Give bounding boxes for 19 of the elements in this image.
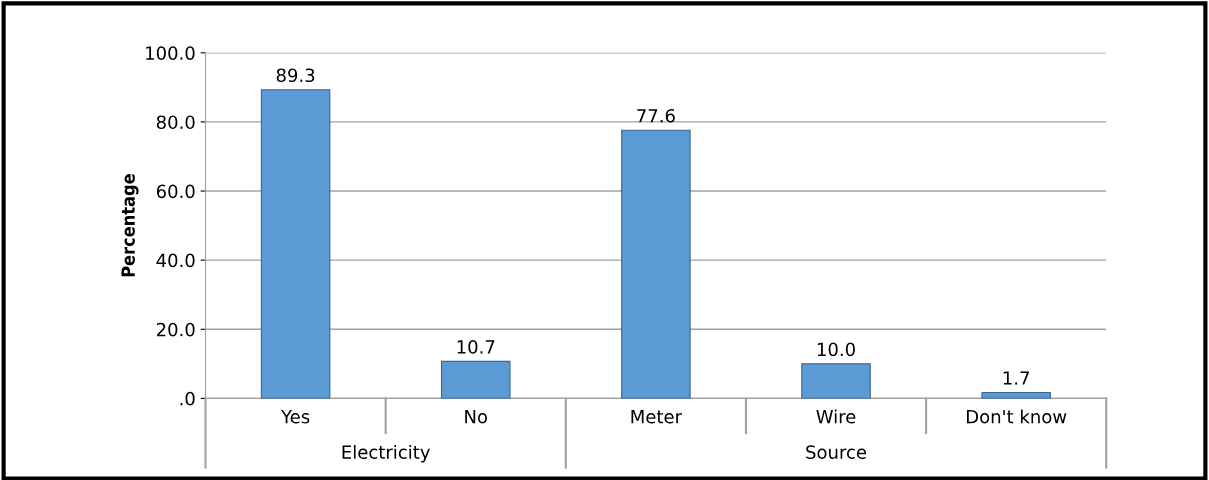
- y-tick-label: 80.0: [156, 115, 195, 130]
- data-label: 1.7: [1003, 371, 1029, 385]
- y-tick-label: 100.0: [146, 46, 195, 60]
- y-tick-label: 40.0: [156, 253, 195, 268]
- text: Electricity: [342, 444, 430, 463]
- data-label: 10.0: [817, 342, 855, 357]
- x-tick-label: Yes: [280, 410, 310, 424]
- x-tick-label: No: [465, 410, 488, 424]
- data-label: 10.7: [457, 340, 495, 354]
- y-tick-label: .0: [180, 391, 195, 406]
- y-tick-label: 20.0: [156, 322, 195, 337]
- y-axis-title: Percentage: [121, 174, 139, 277]
- x-tick-label: Wire: [816, 409, 856, 424]
- data-label: 77.6: [637, 108, 675, 123]
- x-tick-label: Meter: [631, 410, 683, 424]
- x-tick-label: Don't know: [966, 409, 1067, 424]
- data-label: 89.3: [276, 68, 315, 83]
- y-tick-label: 60.0: [156, 184, 195, 199]
- text: Source: [806, 445, 867, 459]
